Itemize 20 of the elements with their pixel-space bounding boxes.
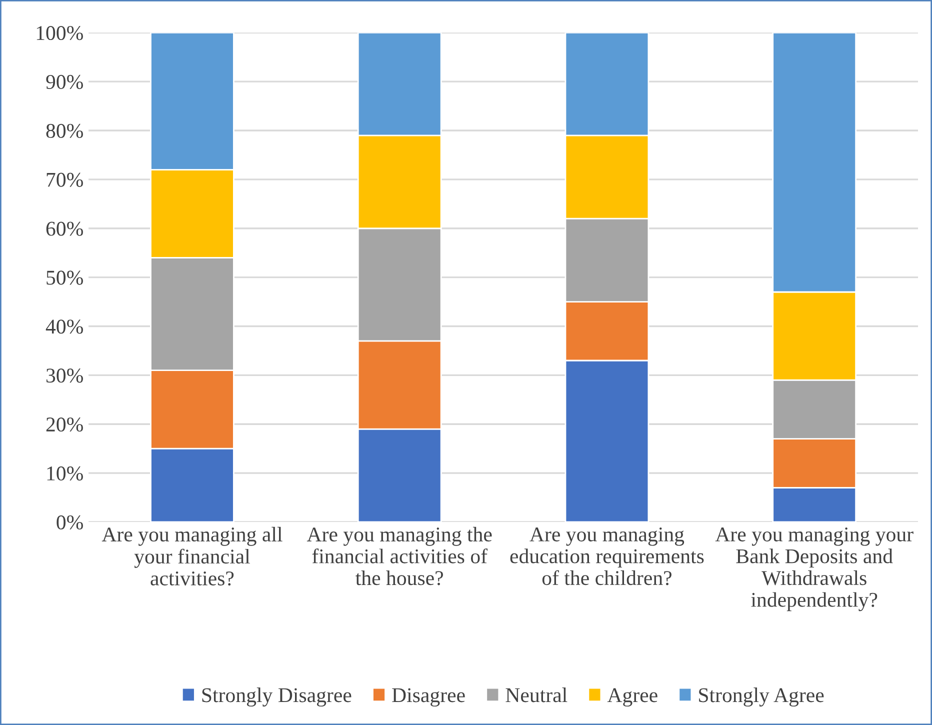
y-tick-label: 10% <box>47 466 83 481</box>
legend-label: Agree <box>607 688 658 707</box>
y-tick-label: 20% <box>46 418 83 432</box>
y-tick-label: 80% <box>46 124 83 138</box>
x-tick-label: Are you managing education requirements of the children? <box>510 527 704 586</box>
x-tick-label: Are you managing the financial activities of the house? <box>306 526 492 586</box>
legend-label: Strongly Disagree <box>202 688 352 707</box>
y-tick-label: 100% <box>36 26 83 40</box>
y-tick-label: 0% <box>56 515 83 530</box>
y-tick-label: 40% <box>46 320 83 334</box>
legend-label: Disagree <box>392 688 465 707</box>
y-tick-label: 50% <box>46 270 83 285</box>
y-tick-label: 30% <box>46 368 83 383</box>
y-tick-label: 90% <box>46 74 83 90</box>
x-tick-label: Are you managing your Bank Deposits and Withdrawals independently? <box>715 527 914 612</box>
y-tick-label: 60% <box>46 222 83 236</box>
x-tick-label: Are you managing all your financial activities? <box>102 526 282 586</box>
legend-label: Neutral <box>506 688 568 702</box>
y-tick-label: 70% <box>46 172 83 187</box>
legend-label: Strongly Agree <box>699 688 824 707</box>
